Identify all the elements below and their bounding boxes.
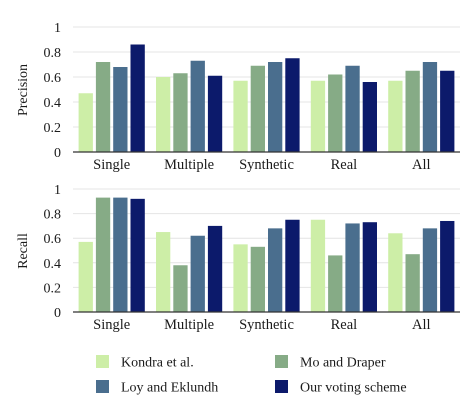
precision-bar — [311, 81, 325, 152]
precision-y-tick-label: 0 — [54, 146, 61, 161]
recall-bar — [345, 223, 359, 312]
recall-category-label: Synthetic — [239, 317, 294, 333]
precision-axis-label: Precision — [16, 64, 31, 116]
recall-y-tick-label: 0 — [54, 306, 61, 321]
precision-y-tick-label: 0.6 — [44, 71, 62, 86]
recall-bar — [208, 226, 222, 312]
precision-bar — [363, 82, 377, 152]
precision-category-label: Single — [93, 157, 130, 173]
precision-bar — [113, 67, 127, 152]
recall-bar — [233, 244, 247, 312]
recall-y-tick-label: 1 — [54, 183, 61, 198]
recall-y-tick-label: 0.4 — [44, 257, 62, 272]
recall-category-label: Multiple — [164, 317, 214, 333]
recall-bar — [268, 228, 282, 312]
precision-y-tick-label: 0.4 — [44, 96, 62, 111]
legend-label: Kondra et al. — [121, 356, 194, 371]
precision-category-label: Synthetic — [239, 157, 294, 173]
recall-bar — [440, 221, 454, 312]
recall-y-tick-label: 0.6 — [44, 232, 62, 247]
precision-bar — [345, 66, 359, 152]
precision-bar — [406, 71, 420, 152]
recall-category-label: All — [412, 317, 431, 333]
precision-category-label: Multiple — [164, 157, 214, 173]
recall-bar — [79, 242, 93, 312]
recall-bar — [406, 254, 420, 312]
precision-bar — [423, 62, 437, 152]
precision-bar — [173, 73, 187, 152]
precision-y-tick-label: 0.2 — [44, 121, 62, 136]
legend-swatch — [96, 355, 109, 368]
recall-y-tick-label: 0.8 — [44, 208, 62, 223]
precision-bar — [96, 62, 110, 152]
recall-bar — [285, 220, 299, 312]
precision-bar — [268, 62, 282, 152]
legend-label: Mo and Draper — [300, 356, 386, 371]
recall-chart: 0 0.2 0.4 0.6 0.8 1 Recall Single Multiple Synthe… — [16, 183, 460, 333]
precision-bar — [251, 66, 265, 152]
recall-bar — [131, 199, 145, 312]
precision-bar — [328, 75, 342, 153]
precision-bar — [388, 81, 402, 152]
legend-swatch — [275, 355, 288, 368]
recall-bar — [363, 222, 377, 312]
legend-label: Our voting scheme — [300, 381, 407, 396]
recall-bar — [311, 220, 325, 312]
precision-chart: 0 0.2 0.4 0.6 0.8 1 Precision Single Multiple Syn… — [16, 21, 460, 173]
precision-bar — [285, 58, 299, 152]
precision-category-label: All — [412, 157, 431, 173]
precision-y-tick-label: 1 — [54, 21, 61, 36]
legend-swatch — [96, 380, 109, 393]
recall-bar — [328, 255, 342, 312]
recall-bar — [156, 232, 170, 312]
recall-bar — [96, 198, 110, 312]
precision-y-tick-label: 0.8 — [44, 46, 62, 61]
legend-label: Loy and Eklundh — [121, 381, 218, 396]
legend: Kondra et al. Mo and Draper Loy and Eklund… — [96, 355, 407, 396]
precision-bar — [440, 71, 454, 152]
recall-axis-label: Recall — [16, 233, 31, 269]
recall-bar — [388, 233, 402, 312]
precision-bar — [131, 45, 145, 153]
precision-bar — [191, 61, 205, 152]
recall-category-label: Real — [331, 317, 358, 333]
precision-bar — [208, 76, 222, 152]
precision-bar — [156, 77, 170, 152]
recall-bar — [173, 265, 187, 312]
precision-bar — [233, 81, 247, 152]
recall-bar — [251, 247, 265, 312]
recall-bar — [191, 236, 205, 312]
recall-y-tick-label: 0.2 — [44, 281, 62, 296]
recall-bar — [113, 198, 127, 312]
precision-category-label: Real — [331, 157, 358, 173]
legend-swatch — [275, 380, 288, 393]
recall-category-label: Single — [93, 317, 130, 333]
precision-bar — [79, 93, 93, 152]
recall-bar — [423, 228, 437, 312]
